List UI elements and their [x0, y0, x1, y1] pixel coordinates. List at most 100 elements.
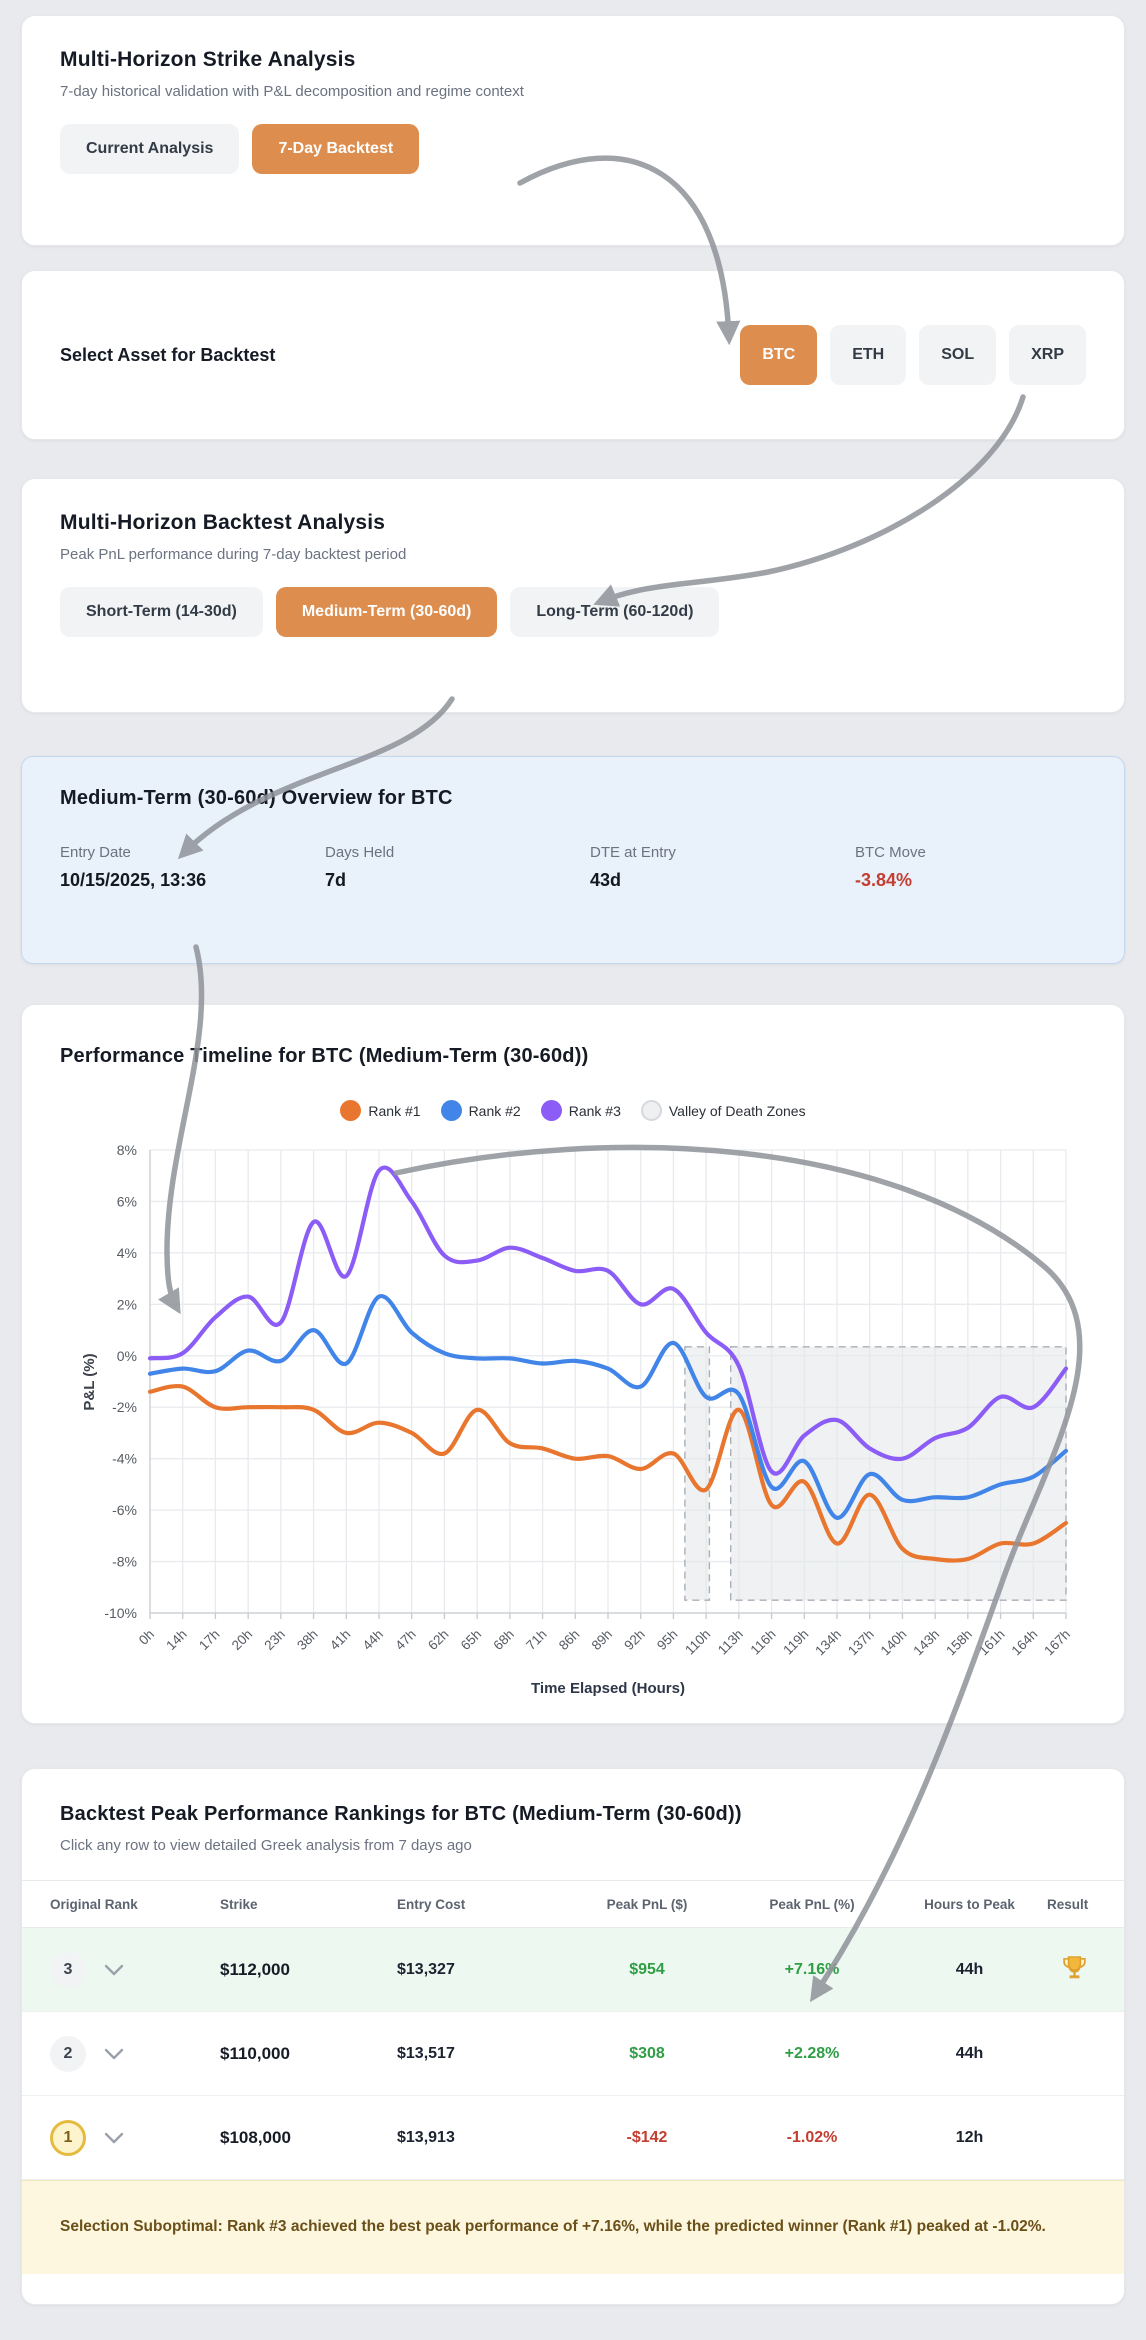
svg-text:-2%: -2% [112, 1399, 137, 1415]
svg-text:89h: 89h [589, 1627, 616, 1654]
stat-entry-date: Entry Date 10/15/2025, 13:36 [60, 844, 325, 891]
table-row-rank2[interactable]: 2 $110,000 $13,517 $308 +2.28% 44h [22, 2012, 1124, 2096]
table-row-rank3[interactable]: 3 $112,000 $13,327 $954 +7.16% 44h [22, 1928, 1124, 2012]
svg-text:143h: 143h [910, 1627, 942, 1659]
chart-legend: Rank #1 Rank #2 Rank #3 Valley of Death … [22, 1100, 1124, 1121]
svg-text:65h: 65h [458, 1627, 485, 1654]
col-peak-pnl-usd: Peak PnL ($) [606, 1896, 688, 1912]
svg-text:86h: 86h [556, 1627, 583, 1654]
stat-label: Entry Date [60, 844, 131, 861]
horizon-tabs: Short-Term (14-30d) Medium-Term (30-60d)… [60, 587, 1086, 637]
svg-text:-8%: -8% [112, 1554, 137, 1570]
svg-text:140h: 140h [878, 1627, 910, 1659]
legend-label: Rank #2 [468, 1102, 521, 1119]
overview-card: Medium-Term (30-60d) Overview for BTC En… [21, 756, 1125, 964]
svg-text:44h: 44h [360, 1627, 387, 1654]
legend-item-rank2[interactable]: Rank #2 [440, 1100, 521, 1121]
svg-text:134h: 134h [812, 1627, 844, 1659]
rankings-card: Backtest Peak Performance Rankings for B… [21, 1768, 1125, 2305]
asset-select-card: Select Asset for Backtest BTC ETH SOL XR… [21, 270, 1125, 440]
x-axis-title: Time Elapsed (Hours) [531, 1680, 685, 1697]
rank-badge-predicted-winner: 1 [50, 2119, 86, 2156]
svg-text:0h: 0h [136, 1627, 157, 1648]
stat-dte-at-entry: DTE at Entry 43d [590, 844, 855, 891]
stat-days-held: Days Held 7d [325, 844, 590, 891]
svg-text:2%: 2% [117, 1296, 137, 1312]
result-cell [1047, 1954, 1096, 1986]
svg-text:8%: 8% [117, 1142, 137, 1158]
strike-value: $110,000 [220, 2043, 290, 2063]
svg-text:119h: 119h [780, 1627, 811, 1658]
stat-label: DTE at Entry [590, 844, 676, 861]
chevron-down-icon[interactable] [104, 2048, 124, 2060]
svg-text:47h: 47h [392, 1627, 419, 1654]
col-result: Result [1047, 1896, 1089, 1912]
stat-value: -3.84% [855, 870, 913, 890]
stat-btc-move: BTC Move -3.84% [855, 844, 1086, 891]
svg-text:167h: 167h [1041, 1627, 1073, 1659]
tab-medium-term[interactable]: Medium-Term (30-60d) [275, 587, 498, 637]
entry-cost-value: $13,327 [397, 1960, 455, 1978]
svg-text:41h: 41h [327, 1627, 354, 1654]
rankings-subtitle: Click any row to view detailed Greek ana… [60, 1837, 472, 1854]
asset-button-xrp[interactable]: XRP [1009, 325, 1086, 385]
chevron-down-icon[interactable] [104, 1964, 124, 1976]
tab-short-term[interactable]: Short-Term (14-30d) [60, 587, 263, 637]
strike-analysis-title: Multi-Horizon Strike Analysis [60, 48, 356, 71]
legend-label: Rank #1 [368, 1102, 421, 1119]
peak-pnl-usd-value: -$142 [626, 2128, 668, 2146]
note-text: Selection Suboptimal: Rank #3 achieved t… [60, 2218, 1046, 2236]
svg-text:158h: 158h [943, 1627, 975, 1659]
col-entry-cost: Entry Cost [397, 1896, 466, 1912]
strike-analysis-card: Multi-Horizon Strike Analysis 7-day hist… [21, 15, 1125, 246]
analysis-mode-tabs: Current Analysis 7-Day Backtest [60, 124, 1086, 174]
legend-item-valley-zones[interactable]: Valley of Death Zones [640, 1100, 806, 1121]
entry-cost-value: $13,913 [397, 2128, 455, 2146]
performance-timeline-card: 8% 6% 4% 2% 0% -2% -4% -6% -8% -10% 0h 14h 17h 20h 23h… [21, 1004, 1125, 1724]
legend-item-rank3[interactable]: Rank #3 [540, 1100, 621, 1121]
horizon-select-card: Multi-Horizon Backtest Analysis Peak PnL… [21, 478, 1125, 713]
rank1-dot-icon [340, 1100, 362, 1121]
rank-badge: 2 [50, 2035, 86, 2072]
svg-text:110h: 110h [682, 1627, 713, 1658]
col-peak-pnl-pct: Peak PnL (%) [769, 1896, 855, 1912]
svg-text:38h: 38h [294, 1627, 321, 1654]
svg-text:-6%: -6% [112, 1502, 137, 1518]
svg-text:14h: 14h [163, 1627, 190, 1654]
svg-text:62h: 62h [425, 1627, 452, 1654]
tab-long-term[interactable]: Long-Term (60-120d) [510, 587, 720, 637]
table-row-rank1[interactable]: 1 $108,000 $13,913 -$142 -1.02% 12h [22, 2096, 1124, 2180]
asset-button-sol[interactable]: SOL [919, 325, 997, 385]
asset-buttons: BTC ETH SOL XRP [740, 325, 1086, 385]
strike-value: $108,000 [220, 2127, 291, 2147]
col-strike: Strike [220, 1896, 258, 1912]
col-original-rank: Original Rank [50, 1896, 138, 1912]
tab-7day-backtest[interactable]: 7-Day Backtest [252, 124, 420, 174]
y-axis-title: P&L (%) [81, 1353, 98, 1410]
peak-pnl-pct-value: +2.28% [784, 2044, 840, 2062]
asset-button-eth[interactable]: ETH [830, 325, 907, 385]
svg-text:95h: 95h [654, 1627, 681, 1654]
svg-text:6%: 6% [117, 1193, 137, 1209]
selection-suboptimal-note: Selection Suboptimal: Rank #3 achieved t… [22, 2180, 1124, 2274]
hours-to-peak-value: 44h [955, 2044, 984, 2062]
peak-pnl-pct-value: -1.02% [786, 2128, 838, 2146]
peak-pnl-usd-value: $954 [629, 1960, 665, 1978]
svg-text:116h: 116h [748, 1627, 779, 1658]
svg-text:-4%: -4% [112, 1451, 137, 1467]
svg-text:92h: 92h [621, 1627, 648, 1654]
stat-value: 7d [325, 870, 347, 890]
peak-pnl-pct-value: +7.16% [784, 1960, 840, 1978]
hours-to-peak-value: 12h [955, 2128, 984, 2146]
svg-text:137h: 137h [845, 1627, 877, 1659]
legend-item-rank1[interactable]: Rank #1 [340, 1100, 421, 1121]
horizon-title: Multi-Horizon Backtest Analysis [60, 511, 386, 534]
svg-text:23h: 23h [261, 1627, 288, 1654]
tab-current-analysis[interactable]: Current Analysis [60, 124, 240, 174]
svg-text:113h: 113h [715, 1627, 746, 1658]
strike-value: $112,000 [220, 1959, 290, 1979]
svg-text:-10%: -10% [104, 1605, 137, 1621]
chevron-down-icon[interactable] [104, 2132, 124, 2144]
asset-button-btc[interactable]: BTC [740, 325, 818, 385]
overview-stats: Entry Date 10/15/2025, 13:36 Days Held 7… [60, 844, 1086, 891]
